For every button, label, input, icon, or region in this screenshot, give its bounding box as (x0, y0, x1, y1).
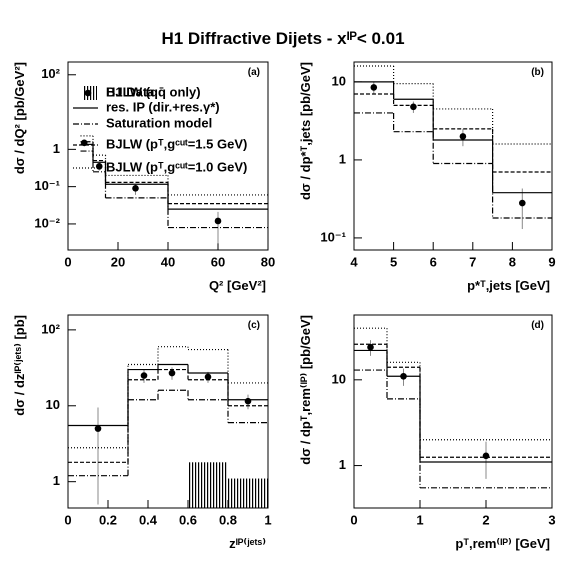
data-point (370, 84, 378, 91)
y-tick-label: 10⁻¹ (320, 229, 346, 244)
x-tick-label: 1 (416, 512, 423, 527)
y-tick-label: 10² (41, 321, 60, 336)
legend-hatch (83, 86, 97, 100)
x-tick-label: 4 (350, 254, 358, 269)
data-point (95, 163, 103, 170)
x-tick-label: 2 (482, 512, 489, 527)
y-axis-label: dσ / dQ² [pb/GeV²] (12, 62, 27, 174)
legend-label: BJLW (pᵀ,gᶜᵘᵗ=1.5 GeV) (106, 136, 247, 151)
x-tick-label: 0.2 (99, 512, 117, 527)
legend-label: BJLW (qq̄ only) (106, 84, 201, 99)
y-tick-label: 10² (41, 66, 60, 81)
x-tick-label: 3 (548, 512, 555, 527)
y-tick-label: 10 (332, 371, 346, 386)
legend-label: H1 Data (106, 84, 155, 99)
hatch-bar (228, 478, 268, 508)
hatch-bar (188, 462, 228, 508)
data-point (214, 217, 222, 225)
x-tick-label: 9 (548, 254, 555, 269)
x-tick-label: 5 (390, 254, 397, 269)
y-axis-label: dσ / dpᵀ,rem⁽ᴵᴾ⁾ [pb/GeV] (298, 315, 313, 465)
data-point (459, 133, 467, 140)
y-tick-label: 10⁻¹ (34, 178, 60, 193)
x-tick-label: 40 (161, 254, 175, 269)
y-tick-label: 1 (339, 457, 346, 472)
y-tick-label: 10 (46, 397, 60, 412)
x-tick-label: 8 (509, 254, 516, 269)
data-point (132, 185, 139, 192)
x-axis-label: zᴵᴾ⁽ʲᵉᵗˢ⁾ (229, 536, 266, 551)
plot-frame (353, 61, 553, 251)
data-point (244, 397, 252, 405)
plot-frame (67, 314, 269, 509)
panel-label: (b) (531, 67, 544, 78)
x-tick-label: 7 (469, 254, 476, 269)
x-tick-label: 0.4 (139, 512, 158, 527)
x-tick-label: 20 (111, 254, 125, 269)
y-tick-label: 1 (339, 151, 346, 166)
data-point (140, 372, 148, 379)
data-point (519, 199, 526, 207)
x-tick-label: 0 (350, 512, 357, 527)
legend-label: res. IP (dir.+res.γ*) (106, 99, 220, 114)
x-tick-label: 0.6 (179, 512, 197, 527)
x-axis-label: p*ᵀ,jets [GeV] (467, 278, 550, 293)
x-tick-label: 80 (261, 254, 275, 269)
data-point (367, 343, 374, 351)
x-axis-label: pᵀ,rem⁽ᴵᴾ⁾ [GeV] (455, 536, 550, 551)
panel-label: (a) (248, 67, 260, 78)
x-tick-label: 0 (64, 512, 71, 527)
legend-label: BJLW (pᵀ,gᶜᵘᵗ=1.0 GeV) (106, 159, 247, 174)
figure-title: H1 Diffractive Dijets - xᴵᴾ< 0.01 (161, 29, 404, 48)
y-axis-label: dσ / dzᴵᴾ⁽ʲᵉᵗˢ⁾ [pb] (12, 315, 27, 416)
y-tick-label: 10 (332, 73, 346, 88)
panel-label: (c) (248, 320, 260, 331)
plot-frame (353, 314, 553, 509)
x-tick-label: 0 (64, 254, 71, 269)
x-tick-label: 60 (211, 254, 225, 269)
y-tick-label: 1 (53, 473, 60, 488)
x-axis-label: Q² [GeV²] (209, 278, 266, 293)
x-tick-label: 6 (430, 254, 437, 269)
panel-label: (d) (531, 320, 544, 331)
data-point (94, 425, 102, 432)
legend-label: Saturation model (106, 115, 212, 130)
data-point (204, 373, 212, 381)
y-tick-label: 1 (53, 141, 60, 156)
data-point (410, 103, 417, 111)
x-tick-label: 1 (264, 512, 271, 527)
y-tick-label: 10⁻² (34, 215, 60, 230)
y-axis-label: dσ / dp*ᵀ,jets [pb/GeV] (298, 62, 313, 200)
x-tick-label: 0.8 (219, 512, 237, 527)
data-point (482, 452, 490, 460)
data-point (168, 369, 176, 377)
